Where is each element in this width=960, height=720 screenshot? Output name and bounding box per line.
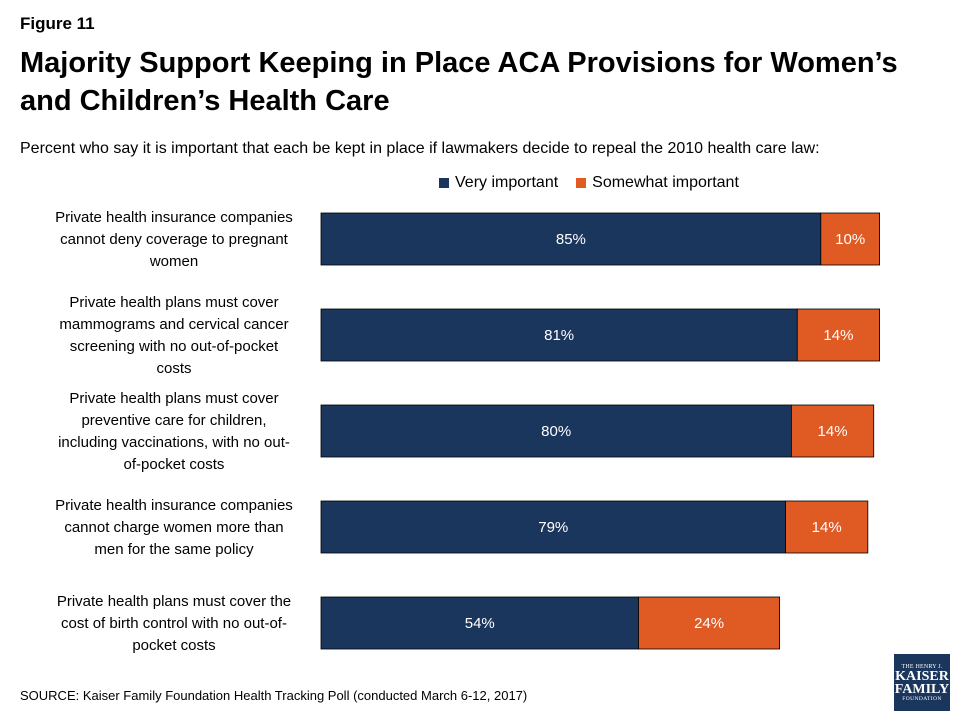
data-label-somewhat: 14% xyxy=(823,327,853,344)
legend-swatch-somewhat xyxy=(576,178,587,188)
legend-label-somewhat: Somewhat important xyxy=(592,174,739,191)
bar-somewhat xyxy=(820,212,880,266)
legend-label-very: Very important xyxy=(455,174,559,191)
data-label-somewhat: 14% xyxy=(812,519,842,536)
figure-label: Figure 11 xyxy=(20,14,95,33)
category-label: Private health insurance companies cannot… xyxy=(55,209,293,270)
bar-very xyxy=(320,500,786,554)
data-label-somewhat: 14% xyxy=(818,423,848,440)
bar-somewhat xyxy=(638,596,781,650)
source-note: SOURCE: Kaiser Family Foundation Health … xyxy=(20,688,528,703)
category-label: Private health insurance companies cannot… xyxy=(55,497,293,558)
bar-very xyxy=(320,308,798,362)
category-label: Private health plans must cover preventiv… xyxy=(58,390,290,473)
chart-title: Majority Support Keeping in Place ACA Pr… xyxy=(20,47,898,117)
chart-legend: Very important Somewhat important xyxy=(439,174,757,192)
data-label-very: 54% xyxy=(465,615,495,632)
bar-very xyxy=(320,596,639,650)
stacked-bar-chart: Private health insurance companies cannot… xyxy=(55,209,881,654)
data-label-very: 81% xyxy=(544,327,574,344)
bar-very xyxy=(320,404,792,458)
data-label-very: 79% xyxy=(538,519,568,536)
data-label-somewhat: 24% xyxy=(694,615,724,632)
bar-somewhat xyxy=(791,404,875,458)
bar-very xyxy=(320,212,822,266)
data-label-very: 80% xyxy=(541,423,571,440)
legend-item-very: Very important xyxy=(439,174,558,192)
data-label-somewhat: 10% xyxy=(835,231,865,248)
legend-swatch-very xyxy=(439,178,449,188)
category-label: Private health plans must cover mammogram… xyxy=(59,294,288,377)
bar-somewhat xyxy=(785,500,869,554)
bar-somewhat xyxy=(796,308,881,362)
data-label-very: 85% xyxy=(556,231,586,248)
kff-logo: THE HENRY J. KAISER FAMILY FOUNDATION xyxy=(894,654,950,711)
legend-item-somewhat: Somewhat important xyxy=(576,174,739,192)
category-label: Private health plans must cover the cost … xyxy=(57,593,291,654)
chart-subtitle: Percent who say it is important that eac… xyxy=(20,140,820,157)
